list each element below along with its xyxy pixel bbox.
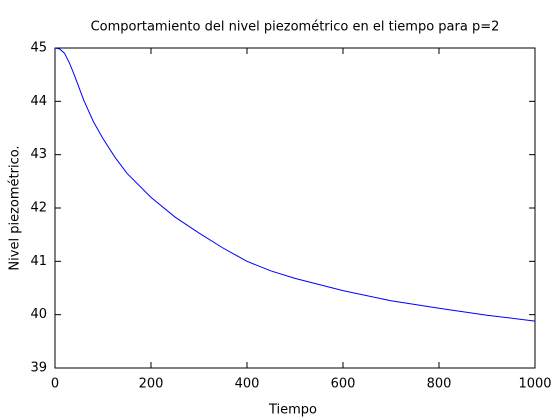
x-tick-label: 200 <box>139 377 164 392</box>
y-tick-label: 40 <box>30 307 47 322</box>
y-tick-label: 39 <box>30 361 47 376</box>
y-tick-label: 41 <box>30 254 47 269</box>
x-tick-label: 600 <box>331 377 356 392</box>
y-tick-label: 42 <box>30 201 47 216</box>
y-tick-label: 44 <box>30 94 47 109</box>
x-tick-label: 0 <box>51 377 59 392</box>
data-line <box>54 47 536 322</box>
y-tick-label: 45 <box>30 41 47 56</box>
x-tick-label: 800 <box>427 377 452 392</box>
x-tick-label: 1000 <box>518 377 551 392</box>
x-axis-label: Tiempo <box>268 403 317 418</box>
y-axis-label: Nivel piezométrico. <box>8 145 23 270</box>
y-tick-label: 43 <box>30 147 47 162</box>
chart-title: Comportamiento del nivel piezométrico en… <box>91 20 500 35</box>
x-tick-label: 400 <box>235 377 260 392</box>
plot-frame <box>54 47 536 369</box>
